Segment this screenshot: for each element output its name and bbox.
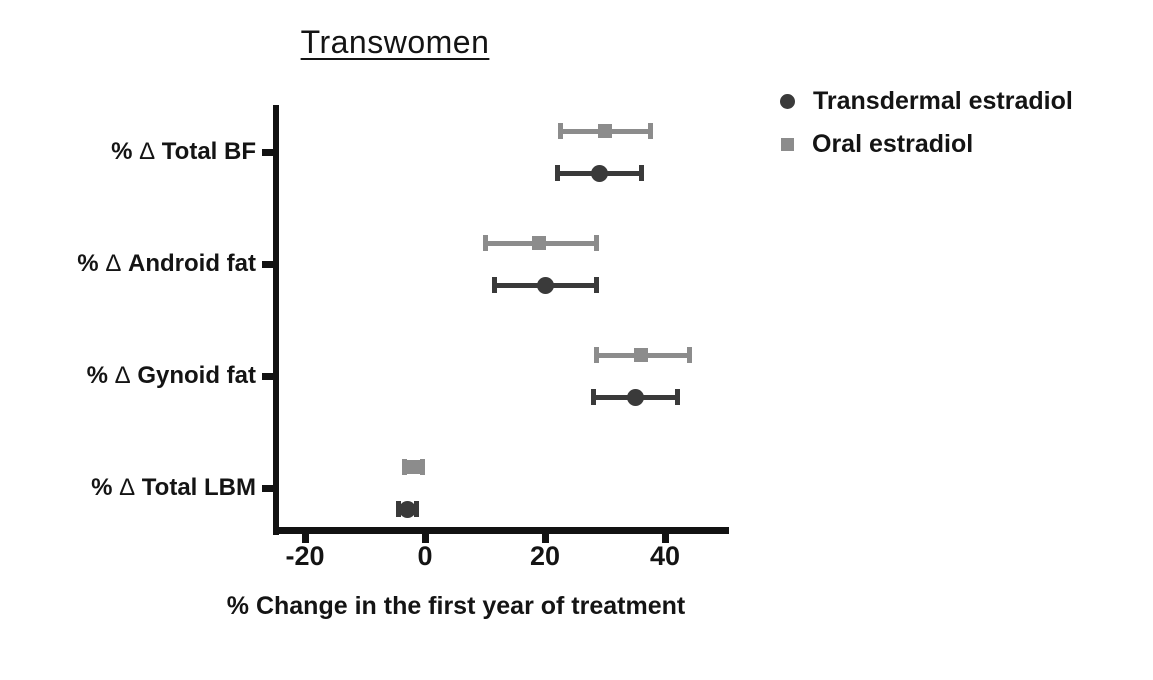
error-bar-cap [557, 123, 563, 139]
error-bar-cap [491, 277, 497, 293]
chart-title: Transwomen [300, 24, 490, 60]
error-bar-cap [482, 235, 488, 251]
y-tick [262, 149, 273, 156]
data-point-square [598, 124, 612, 138]
legend-item-oral: Oral estradiol [780, 129, 1073, 159]
data-point-circle [398, 500, 416, 518]
category-label: % Δ Total LBM [91, 474, 256, 501]
x-tick-label: 0 [417, 541, 433, 571]
x-tick-label: 40 [649, 541, 681, 571]
delta-symbol: Δ [105, 250, 122, 277]
error-bar-cap [554, 165, 560, 181]
data-point-square [634, 348, 648, 362]
y-axis [273, 105, 279, 535]
data-point-square [532, 236, 546, 250]
x-axis-label: % Change in the first year of treatment [226, 592, 686, 620]
x-tick [541, 534, 549, 543]
error-bar-cap [647, 123, 653, 139]
data-point-square [406, 460, 420, 474]
y-tick [262, 261, 273, 268]
error-bar-cap [419, 459, 425, 475]
x-axis [273, 527, 729, 534]
y-tick [262, 485, 273, 492]
legend: Transdermal estradiol Oral estradiol [780, 86, 1073, 172]
x-tick [301, 534, 309, 543]
error-bar-cap [638, 165, 644, 181]
category-label: % Δ Android fat [77, 250, 256, 277]
error-bar-cap [593, 235, 599, 251]
delta-symbol: Δ [114, 362, 131, 389]
error-bar-cap [674, 389, 680, 405]
data-point-circle [536, 276, 554, 294]
y-tick [262, 373, 273, 380]
error-bar-cap [395, 501, 401, 517]
data-point-circle [590, 164, 608, 182]
legend-item-transdermal: Transdermal estradiol [780, 86, 1073, 116]
x-tick [421, 534, 429, 543]
data-point-circle [626, 388, 644, 406]
error-bar-cap [593, 277, 599, 293]
error-bar-cap [593, 347, 599, 363]
transdermal-circle-marker-icon [780, 93, 795, 109]
error-bar-cap [686, 347, 692, 363]
x-tick-label: 20 [529, 541, 561, 571]
error-bar-cap [401, 459, 407, 475]
x-tick [661, 534, 669, 543]
category-label: % Δ Total BF [111, 138, 256, 165]
error-bar-cap [590, 389, 596, 405]
delta-symbol: Δ [139, 138, 156, 165]
error-bar-cap [413, 501, 419, 517]
delta-symbol: Δ [119, 474, 136, 501]
legend-label-transdermal: Transdermal estradiol [813, 86, 1073, 115]
oral-square-marker-icon [781, 137, 794, 151]
category-label: % Δ Gynoid fat [86, 362, 256, 389]
legend-label-oral: Oral estradiol [812, 129, 974, 158]
x-tick-label: -20 [285, 541, 325, 571]
